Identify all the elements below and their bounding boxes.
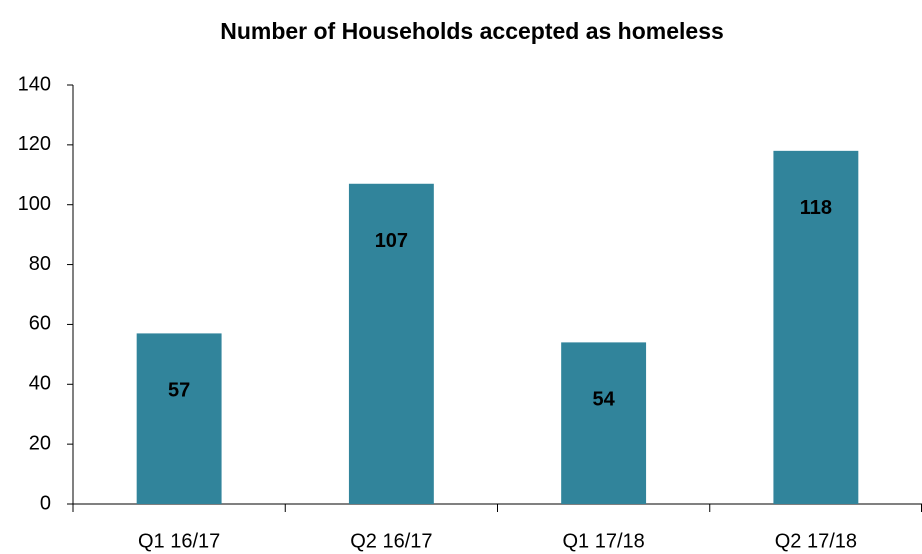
y-tick-label: 120 xyxy=(18,133,51,155)
data-label: 54 xyxy=(593,389,616,411)
data-label: 118 xyxy=(800,197,832,219)
data-label: 107 xyxy=(375,230,408,252)
y-tick-label: 0 xyxy=(40,492,51,514)
x-tick-label: Q2 16/17 xyxy=(350,530,432,552)
chart-title: Number of Households accepted as homeles… xyxy=(220,18,724,44)
x-tick-label: Q1 17/18 xyxy=(562,530,644,552)
y-tick-label: 140 xyxy=(18,73,51,95)
y-tick-label: 20 xyxy=(29,432,51,454)
bar xyxy=(561,342,647,504)
bar xyxy=(348,183,434,504)
data-label: 57 xyxy=(168,380,190,402)
bar xyxy=(773,150,859,505)
x-tick-label: Q1 16/17 xyxy=(138,530,220,552)
y-tick-label: 40 xyxy=(29,373,51,395)
y-tick-label: 80 xyxy=(29,253,51,275)
y-tick-label: 100 xyxy=(18,193,51,215)
x-tick-label: Q2 17/18 xyxy=(775,530,857,552)
bar xyxy=(136,333,222,504)
y-tick-label: 60 xyxy=(29,313,51,335)
